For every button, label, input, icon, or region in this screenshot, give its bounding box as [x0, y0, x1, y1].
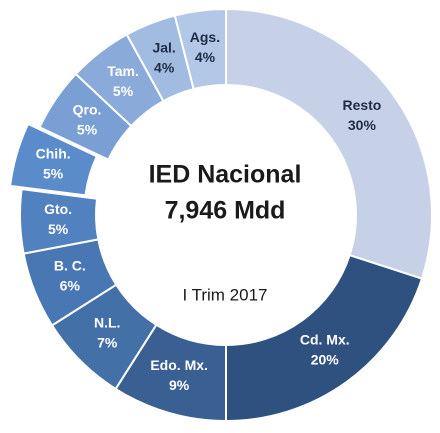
- chart-subtitle: 7,946 Mdd: [165, 197, 286, 225]
- segment-label: Jal.: [152, 40, 175, 56]
- segment-label: Cd. Mx.: [300, 332, 350, 348]
- segment-label: Ags.: [190, 29, 220, 45]
- donut: [8, 7, 433, 423]
- donut-segment: [173, 7, 227, 91]
- segment-value-label: 5%: [77, 121, 98, 137]
- segment-label: Qro.: [73, 101, 102, 117]
- segment-value-label: 4%: [154, 60, 175, 76]
- donut-segment: [8, 122, 99, 197]
- donut-segment: [19, 188, 100, 255]
- segment-label: Edo. Mx.: [150, 357, 208, 373]
- segment-label: N.L.: [94, 314, 120, 330]
- segment-value-label: 6%: [60, 278, 81, 294]
- segment-value-label: 4%: [195, 49, 216, 65]
- donut-segment: [225, 7, 433, 280]
- annotation: I Trim 2017: [182, 285, 267, 304]
- segment-label: B. C.: [54, 258, 86, 274]
- segment-value-label: 20%: [311, 352, 340, 368]
- segment-label: Chih.: [36, 145, 71, 161]
- chart-title: IED Nacional: [149, 161, 302, 189]
- segment-label: Tam.: [107, 63, 139, 79]
- segment-label: Gto.: [44, 201, 72, 217]
- segment-value-label: 5%: [48, 221, 69, 237]
- segment-value-label: 5%: [113, 83, 134, 99]
- segment-value-label: 7%: [97, 334, 118, 350]
- segment-label: Resto: [342, 97, 381, 113]
- segment-value-label: 30%: [348, 117, 377, 133]
- segment-value-label: 5%: [43, 165, 64, 181]
- segment-value-label: 9%: [169, 377, 190, 393]
